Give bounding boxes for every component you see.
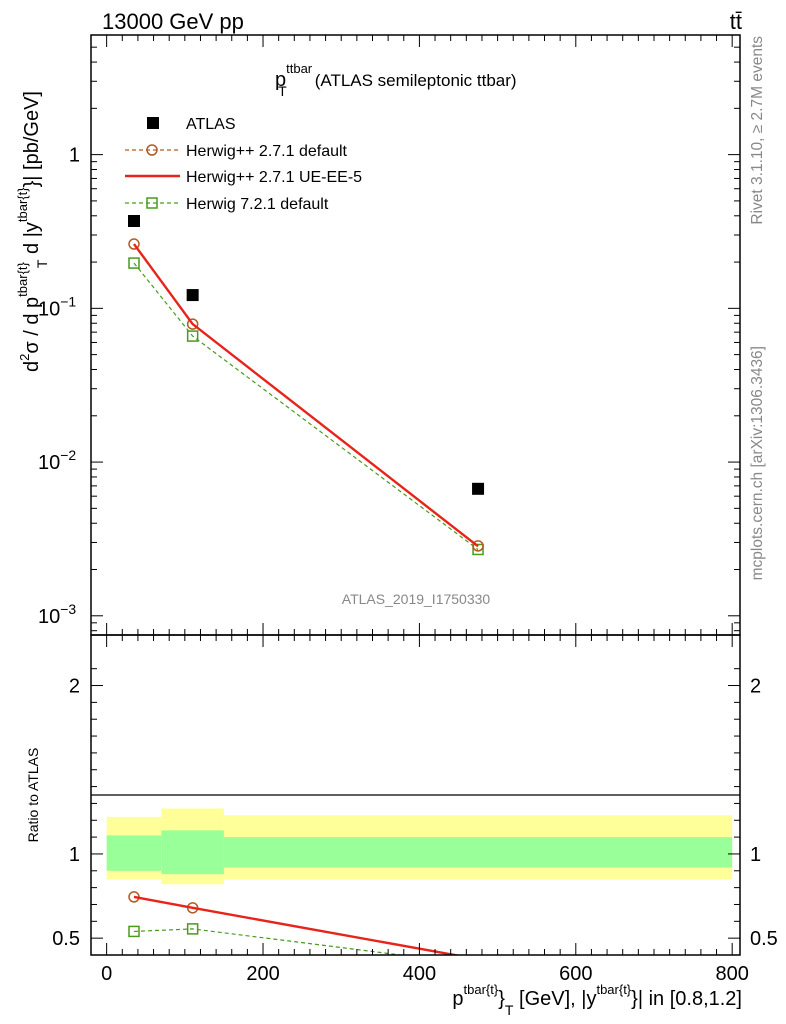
- main-series-1-point: [472, 540, 484, 552]
- main-y-tick-label: 1: [69, 145, 80, 167]
- ratio-series-2-point: [128, 925, 140, 938]
- ratio-x-tick-label: 400: [403, 963, 436, 985]
- ratio-x-tick-label: 800: [715, 963, 748, 985]
- title-sup: ttbar: [286, 61, 313, 76]
- title-p: p: [275, 69, 286, 91]
- xlabel-a-sup: tbar{t}: [464, 982, 499, 997]
- main-series-3-point: [472, 543, 484, 556]
- legend-herwig7-label: Herwig 7.2.1 default: [186, 196, 329, 213]
- ratio-band-inner: [106, 835, 162, 871]
- ratio-y-tick-label-right: 1: [750, 844, 761, 866]
- ratio-band-inner: [223, 837, 733, 868]
- legend-atlas-label: ATLAS: [186, 116, 236, 133]
- ratio-y-tick-label-left: 0.5: [52, 928, 80, 950]
- plot-title: pttbar T (ATLAS semileptonic ttbar): [275, 61, 517, 99]
- ylabel-c: d |y: [21, 222, 43, 259]
- ratio-y-tick-label-right: 2: [750, 676, 761, 698]
- legend-atlas-marker: [147, 117, 159, 129]
- ylabel-a: d: [21, 361, 43, 372]
- ratio-panel-frame: [90, 634, 741, 956]
- ratio-y-tick-label-right: 0.5: [750, 928, 778, 950]
- collision-energy-label: 13000 GeV pp: [102, 9, 244, 34]
- main-series-3-line: [133, 262, 479, 550]
- ylabel-b: σ / d p: [21, 297, 43, 354]
- main-series-1-line: [133, 243, 479, 547]
- main-y-axis-label: d2σ / d ptbar{t} T d |ytbar{t}}| [pb/GeV]: [15, 91, 50, 372]
- main-series-3-point: [186, 330, 199, 342]
- xlabel-b-sup: tbar{t}: [596, 982, 631, 997]
- ratio-x-tick-label: 600: [559, 963, 592, 985]
- main-series-0-point: [472, 482, 485, 495]
- process-label: tt̄: [730, 9, 742, 34]
- ylabel-b-sub: T: [34, 259, 50, 268]
- ylabel-c-sup: tbar{t}: [15, 187, 30, 222]
- main-series-group: [128, 214, 485, 556]
- main-y-ticks: 1 10−1 10−2 10−3: [38, 34, 740, 632]
- legend: ATLAS Herwig++ 2.7.1 default Herwig++ 2.…: [125, 116, 362, 213]
- ylabel-a-sup: 2: [17, 354, 32, 361]
- legend-herwig7-marker: [146, 197, 158, 209]
- ratio-series-group: [128, 891, 462, 955]
- rivet-version-label: Rivet 3.1.10, ≥ 2.7M events: [749, 36, 766, 225]
- xlabel-a: p: [452, 988, 463, 1010]
- main-x-ticks: [106, 35, 733, 635]
- xlabel-a-tail: }: [498, 988, 505, 1010]
- title-rest: (ATLAS semileptonic ttbar): [315, 71, 517, 90]
- main-series-0-point: [128, 214, 141, 227]
- main-series-3-point: [128, 257, 140, 269]
- main-series-1-point: [186, 318, 199, 330]
- ratio-series-2-point: [186, 923, 199, 935]
- ratio-y-axis-label: Ratio to ATLAS: [25, 748, 41, 843]
- xlabel-c: }| in [0.8,1.2]: [631, 988, 742, 1010]
- main-series-1-point: [128, 238, 140, 250]
- xlabel-a-sub: T: [505, 1002, 514, 1018]
- ratio-x-tick-label: 200: [246, 963, 279, 985]
- legend-herwigpp-default-marker: [146, 144, 158, 156]
- legend-herwigpp-default-label: Herwig++ 2.7.1 default: [186, 143, 348, 160]
- ratio-series-2-line: [133, 928, 406, 955]
- xlabel-b: [GeV], |y: [513, 988, 596, 1010]
- ratio-uncertainty-bands: [106, 808, 733, 885]
- ylabel-b-sup: tbar{t}: [15, 261, 30, 296]
- x-axis-label: ptbar{t}}T [GeV], |ytbar{t}}| in [0.8,1.…: [452, 982, 742, 1018]
- legend-herwigpp-ueee5-label: Herwig++ 2.7.1 UE-EE-5: [186, 169, 362, 186]
- analysis-id-label: ATLAS_2019_I1750330: [342, 591, 491, 607]
- ylabel-d: }| [pb/GeV]: [21, 91, 43, 187]
- main-series-2-line: [133, 243, 479, 548]
- main-series-0-point: [186, 289, 199, 302]
- main-y-tick-label: 10−1: [38, 293, 76, 320]
- main-y-tick-label: 10−2: [38, 447, 76, 474]
- ratio-y-tick-label-left: 1: [69, 844, 80, 866]
- ratio-series-1-line: [133, 895, 462, 955]
- ratio-y-tick-label-left: 2: [69, 676, 80, 698]
- mcplots-label: mcplots.cern.ch [arXiv:1306.3436]: [749, 346, 766, 580]
- title-sub: T: [278, 83, 287, 99]
- main-y-tick-label: 10−3: [38, 601, 76, 628]
- ratio-band-inner: [161, 830, 224, 875]
- ratio-x-tick-label: 0: [101, 963, 112, 985]
